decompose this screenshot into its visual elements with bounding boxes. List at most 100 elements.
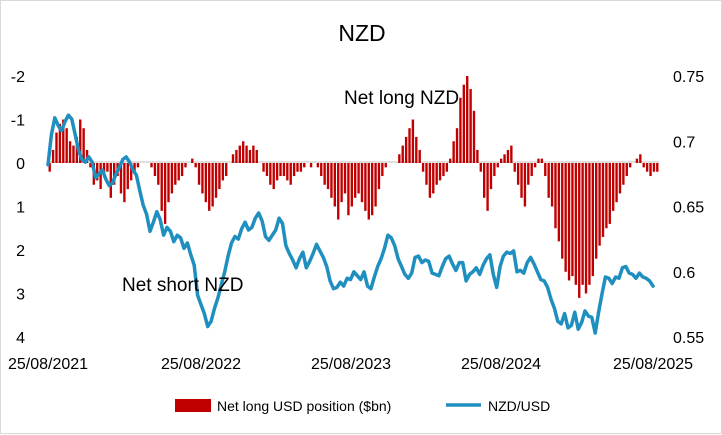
bar bbox=[167, 163, 170, 203]
bar bbox=[567, 163, 571, 281]
bar bbox=[123, 163, 126, 203]
bar bbox=[269, 163, 272, 185]
bar bbox=[469, 89, 472, 163]
annotation-net-long: Net long NZD bbox=[344, 88, 459, 109]
bar bbox=[136, 163, 140, 168]
bar bbox=[354, 163, 357, 198]
x-tick-label: 25/08/2021 bbox=[8, 356, 88, 373]
bar bbox=[286, 163, 289, 181]
bar bbox=[252, 145, 255, 163]
bar bbox=[184, 163, 187, 168]
bar bbox=[221, 163, 225, 181]
bar bbox=[547, 163, 550, 198]
left-tick-label: -2 bbox=[11, 69, 25, 86]
bar bbox=[370, 163, 374, 216]
bar bbox=[126, 163, 129, 190]
bar bbox=[503, 154, 506, 163]
bar bbox=[309, 163, 313, 168]
bar bbox=[333, 163, 337, 207]
bar bbox=[133, 163, 136, 172]
bar bbox=[578, 163, 581, 298]
bar bbox=[442, 163, 445, 177]
x-axis-ticks: 25/08/2021 25/08/2022 25/08/2023 25/08/2024… bbox=[8, 356, 693, 373]
bar bbox=[129, 163, 133, 181]
bar bbox=[96, 163, 99, 181]
bar bbox=[208, 163, 211, 211]
bar bbox=[557, 163, 561, 242]
bar bbox=[79, 119, 82, 163]
bar bbox=[438, 163, 442, 181]
bar bbox=[506, 149, 510, 163]
bar bbox=[364, 163, 367, 211]
bar bbox=[483, 163, 486, 198]
bar bbox=[292, 163, 296, 177]
bar bbox=[347, 163, 350, 216]
bar bbox=[408, 128, 411, 163]
bar bbox=[316, 163, 320, 168]
bar bbox=[472, 110, 476, 163]
bar bbox=[320, 163, 323, 177]
bar bbox=[211, 163, 214, 207]
bar bbox=[235, 149, 238, 163]
bar bbox=[611, 163, 615, 211]
bar bbox=[170, 163, 174, 194]
bar bbox=[561, 163, 564, 259]
bar bbox=[554, 163, 557, 229]
bar bbox=[639, 154, 642, 163]
bar bbox=[591, 163, 594, 277]
legend-label-bar: Net long USD position ($bn) bbox=[217, 398, 391, 414]
bar bbox=[245, 145, 248, 163]
right-tick-label: 0.55 bbox=[673, 330, 704, 347]
bar bbox=[153, 163, 157, 177]
x-tick-label: 25/08/2022 bbox=[161, 356, 241, 373]
bar bbox=[415, 136, 418, 163]
right-tick-label: 0.65 bbox=[673, 200, 704, 217]
bar bbox=[459, 97, 462, 163]
bar bbox=[262, 163, 265, 172]
left-tick-label: 4 bbox=[16, 330, 25, 347]
left-tick-label: 3 bbox=[16, 287, 25, 304]
bar bbox=[106, 163, 109, 172]
bar bbox=[381, 163, 384, 177]
bar bbox=[214, 163, 218, 198]
bar bbox=[323, 163, 326, 185]
bar bbox=[523, 163, 527, 207]
bar bbox=[455, 128, 459, 163]
bar bbox=[340, 163, 343, 203]
right-tick-label: 0.6 bbox=[673, 265, 695, 282]
bar bbox=[401, 145, 404, 163]
bar bbox=[330, 163, 333, 198]
bar bbox=[289, 163, 292, 185]
bar bbox=[513, 163, 516, 172]
bar bbox=[350, 163, 353, 207]
bar bbox=[598, 163, 601, 246]
bar bbox=[119, 163, 123, 194]
bar bbox=[343, 163, 347, 194]
bar bbox=[282, 163, 286, 177]
left-tick-label: -1 bbox=[11, 113, 25, 130]
bar bbox=[635, 158, 639, 163]
bar bbox=[581, 163, 584, 285]
bar bbox=[462, 84, 466, 163]
bar bbox=[241, 141, 245, 163]
bar bbox=[58, 123, 62, 163]
bar bbox=[564, 163, 567, 272]
bar bbox=[265, 163, 269, 177]
bar bbox=[588, 163, 591, 285]
left-tick-label: 2 bbox=[16, 243, 25, 260]
chart-title: NZD bbox=[338, 20, 385, 46]
bar bbox=[337, 163, 340, 220]
x-tick-label: 25/08/2024 bbox=[461, 356, 541, 373]
bar bbox=[601, 163, 605, 237]
bar bbox=[435, 163, 438, 185]
left-tick-label: 1 bbox=[16, 200, 25, 217]
bar bbox=[299, 163, 303, 172]
nzd-usd-line bbox=[46, 113, 655, 335]
bar bbox=[540, 158, 544, 163]
bar bbox=[204, 163, 208, 203]
bar bbox=[493, 163, 496, 177]
bar bbox=[360, 163, 364, 203]
bar bbox=[432, 163, 435, 194]
